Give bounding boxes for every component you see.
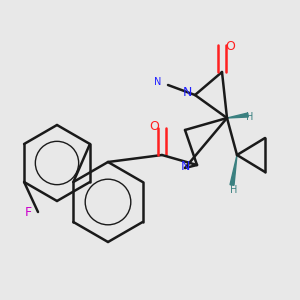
Text: O: O [225,40,235,53]
Text: N: N [154,77,162,87]
Text: O: O [149,119,159,133]
Text: H: H [230,185,238,195]
Polygon shape [227,113,248,118]
Text: H: H [246,112,254,122]
Text: F: F [24,206,32,218]
Polygon shape [230,155,237,185]
Text: N: N [180,160,190,173]
Text: N: N [182,86,192,100]
